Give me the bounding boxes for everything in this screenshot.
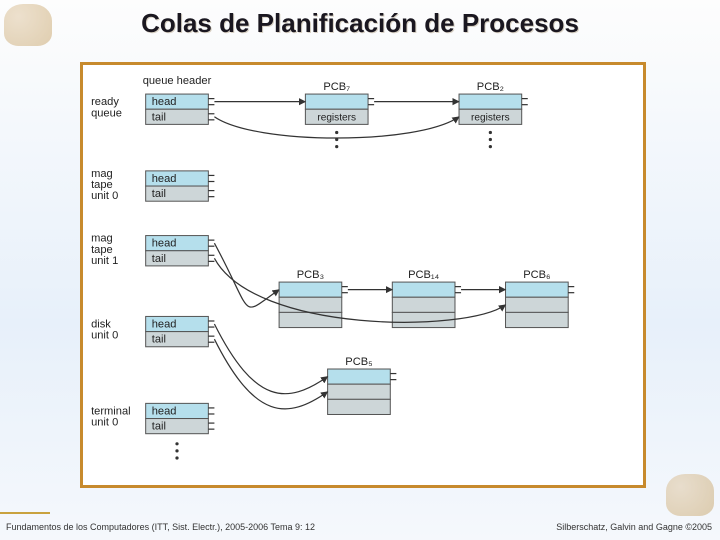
queue-diagram: queue headerreadyqueueheadtailmagtapeuni… — [83, 65, 643, 485]
svg-text:tail: tail — [152, 111, 166, 123]
svg-text:PCB₃: PCB₃ — [297, 269, 324, 281]
svg-text:unit 0: unit 0 — [91, 330, 118, 342]
svg-text:head: head — [152, 319, 177, 331]
svg-text:PCB₆: PCB₆ — [523, 269, 550, 281]
svg-text:head: head — [152, 173, 177, 185]
diagram-panel: queue headerreadyqueueheadtailmagtapeuni… — [80, 62, 646, 488]
footer-left: Fundamentos de los Computadores (ITT, Si… — [6, 522, 315, 532]
svg-text:PCB₇: PCB₇ — [323, 81, 350, 93]
accent-line — [0, 512, 50, 514]
svg-text:unit 1: unit 1 — [91, 255, 118, 267]
svg-text:registers: registers — [317, 112, 356, 123]
svg-text:PCB₅: PCB₅ — [345, 356, 372, 368]
svg-text:tail: tail — [152, 253, 166, 265]
svg-text:PCB₂: PCB₂ — [477, 81, 504, 93]
svg-text:tail: tail — [152, 421, 166, 433]
svg-text:unit 0: unit 0 — [91, 190, 118, 202]
svg-text:tail: tail — [152, 188, 166, 200]
svg-text:queue header: queue header — [143, 75, 212, 87]
svg-text:queue: queue — [91, 107, 122, 119]
svg-text:PCB₁₄: PCB₁₄ — [408, 269, 440, 281]
svg-text:head: head — [152, 405, 177, 417]
svg-text:tail: tail — [152, 334, 166, 346]
svg-text:registers: registers — [471, 112, 510, 123]
svg-text:head: head — [152, 238, 177, 250]
slide-title: Colas de Planificación de Procesos — [0, 8, 720, 39]
footer-right: Silberschatz, Galvin and Gagne ©2005 — [556, 522, 712, 532]
mascot-logo-bottom — [666, 474, 714, 516]
svg-text:unit 0: unit 0 — [91, 417, 118, 429]
svg-text:head: head — [152, 96, 177, 108]
